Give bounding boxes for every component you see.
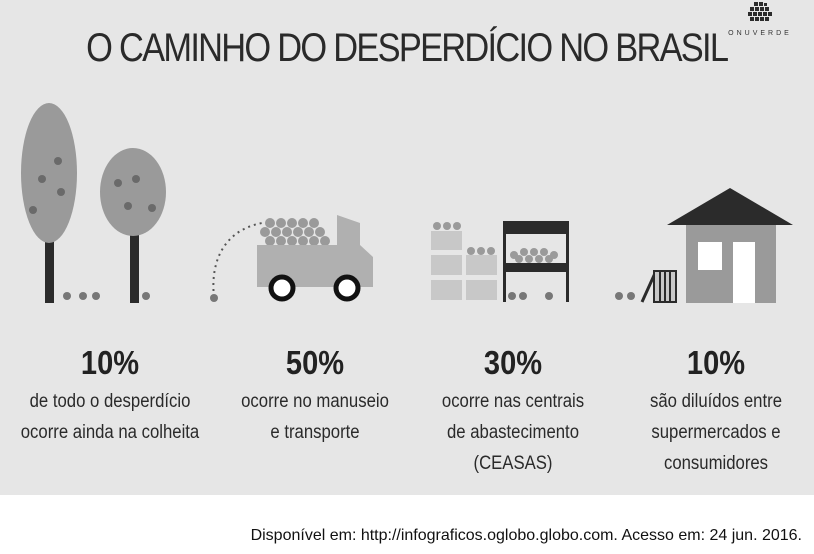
stat-transport: 50% ocorre no manuseio e transporte	[205, 340, 425, 448]
illustration	[21, 103, 793, 303]
stat-ceasas: 30% ocorre nas centrais de abastecimento…	[403, 340, 623, 479]
trees-icon	[21, 103, 166, 303]
stat-consumers: 10% são diluídos entre supermercados e c…	[606, 340, 814, 479]
stat-description: ocorre no manuseio e transporte	[241, 391, 389, 443]
infographic-panel: O CAMINHO DO DESPERDÍCIO NO BRASIL ONUVE…	[0, 0, 814, 495]
stat-description: são diluídos entre supermercados e consu…	[650, 391, 782, 474]
brand: ONUVERDE	[710, 2, 810, 42]
truck-icon	[210, 215, 373, 302]
house-icon	[615, 188, 793, 303]
stat-description: ocorre nas centrais de abastecimento (CE…	[441, 391, 585, 474]
stat-percent: 30%	[483, 344, 543, 381]
stat-description: de todo o desperdício ocorre ainda na co…	[20, 391, 200, 443]
brand-logo-icon	[748, 2, 772, 21]
page-title: O CAMINHO DO DESPERDÍCIO NO BRASIL	[86, 26, 729, 70]
stat-harvest: 10% de todo o desperdício ocorre ainda n…	[0, 340, 220, 448]
stat-percent: 10%	[80, 344, 140, 381]
stat-percent: 50%	[285, 344, 345, 381]
source-citation: Disponível em: http://infograficos.oglob…	[250, 527, 802, 544]
stat-percent: 10%	[686, 344, 746, 381]
market-stall-icon	[431, 221, 569, 302]
brand-name: ONUVERDE	[728, 30, 792, 37]
